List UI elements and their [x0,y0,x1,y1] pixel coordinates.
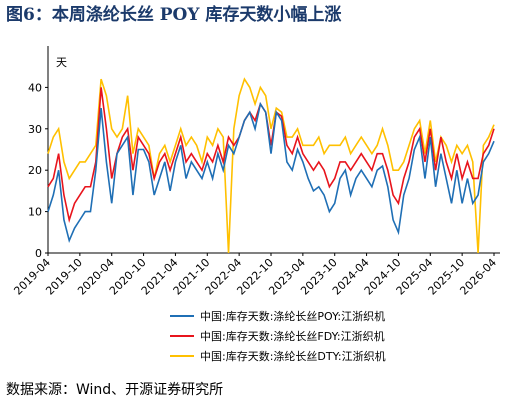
chart-title: 图6：本周涤纶长丝 POY 库存天数小幅上涨 [6,4,341,25]
series-line [47,101,495,244]
y-tick-label: 40 [28,81,42,94]
y-tick-label: 30 [28,123,42,136]
source: 数据来源：Wind、开源证券研究所 [6,382,223,398]
y-tick-label: 10 [28,206,42,219]
legend-label: 中国:库存天数:涤纶长丝POY:江浙织机 [200,309,385,323]
y-tick-label: 0 [35,247,42,260]
y-unit: 天 [56,56,67,69]
series-line [47,77,495,254]
legend-label: 中国:库存天数:涤纶长丝DTY:江浙织机 [200,349,386,363]
y-tick-label: 20 [28,164,42,177]
series-line [47,87,495,223]
legend-label: 中国:库存天数:涤纶长丝FDY:江浙织机 [200,329,385,343]
